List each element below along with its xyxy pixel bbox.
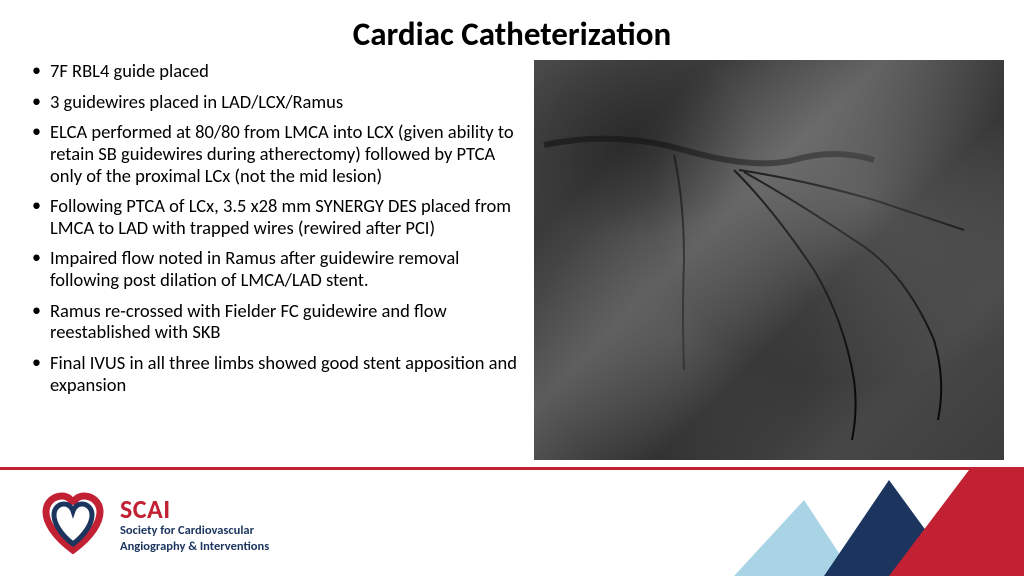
content-row: 7F RBL4 guide placed 3 guidewires placed… [0, 60, 1024, 460]
bullet-item: Impaired flow noted in Ramus after guide… [28, 247, 522, 290]
bullet-list: 7F RBL4 guide placed 3 guidewires placed… [28, 60, 526, 460]
bullet-item: Ramus re-crossed with Fielder FC guidewi… [28, 300, 522, 343]
logo-mark-icon [40, 492, 106, 558]
logo: SCAI Society for Cardiovascular Angiogra… [40, 492, 269, 558]
logo-acronym: SCAI [120, 496, 269, 522]
guidewire-overlay [534, 60, 1004, 460]
angiogram-image [534, 60, 1004, 460]
bullet-item: Following PTCA of LCx, 3.5 x28 mm SYNERG… [28, 195, 522, 238]
bullet-item: 3 guidewires placed in LAD/LCX/Ramus [28, 91, 522, 113]
bullet-item: ELCA performed at 80/80 from LMCA into L… [28, 121, 522, 186]
logo-tagline-1: Society for Cardiovascular [120, 524, 269, 538]
bullet-item: Final IVUS in all three limbs showed goo… [28, 352, 522, 395]
corner-decoration [714, 470, 1024, 576]
bullet-item: 7F RBL4 guide placed [28, 60, 522, 82]
logo-tagline-2: Angiography & Interventions [120, 540, 269, 554]
logo-text: SCAI Society for Cardiovascular Angiogra… [120, 496, 269, 555]
slide: Cardiac Catheterization 7F RBL4 guide pl… [0, 0, 1024, 576]
slide-title: Cardiac Catheterization [0, 0, 1024, 60]
